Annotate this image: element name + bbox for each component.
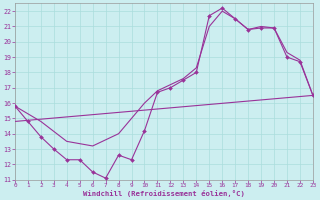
X-axis label: Windchill (Refroidissement éolien,°C): Windchill (Refroidissement éolien,°C) — [83, 190, 245, 197]
